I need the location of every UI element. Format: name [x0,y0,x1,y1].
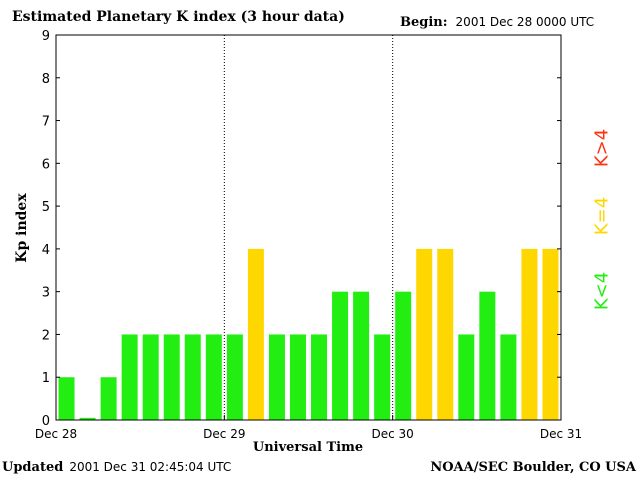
kp-bar [268,334,285,420]
kp-bar [332,291,349,420]
bars-layer [58,248,559,420]
kp-bar [121,334,138,420]
y-tick-label: 2 [42,328,50,343]
grid-layer [223,35,394,420]
y-tick-label: 3 [42,286,50,301]
kp-bar [521,248,538,420]
chart-title: Estimated Planetary K index (3 hour data… [12,9,345,25]
kp-bar [205,334,222,420]
begin-value: 2001 Dec 28 0000 UTC [455,15,595,29]
kp-bar [142,334,159,420]
legend-k-equal-4: K=4 [591,196,613,236]
kp-bar [395,291,412,420]
legend-k-greater-4: K>4 [591,128,613,168]
kp-bar [374,334,391,420]
plot-frame [55,34,562,421]
kp-bar [226,334,243,420]
kp-bar [247,248,264,420]
kp-bar [163,334,180,420]
kp-bar [58,377,75,420]
y-tick-label: 7 [42,115,50,130]
y-tick-label: 1 [42,371,50,386]
kp-bar [79,417,96,420]
axis-layer: 0 1 2 3 4 5 6 7 8 9 Dec 28 Dec 29 Dec 30 Dec 31 [35,29,582,441]
kp-bar [500,334,517,420]
kp-bar [479,291,496,420]
y-tick-label: 4 [42,243,50,258]
kp-bar [184,334,201,420]
kp-bar [100,377,117,420]
kp-bar [458,334,475,420]
kp-bar [353,291,370,420]
x-tick-label: Dec 31 [540,427,582,441]
x-tick-label: Dec 28 [35,427,77,441]
kp-bar [437,248,454,420]
y-tick-label: 0 [42,414,50,429]
y-tick-label: 8 [42,72,50,87]
kp-bar [311,334,328,420]
kp-bar [289,334,306,420]
kp-bar [542,248,559,420]
begin-info: Begin: 2001 Dec 28 0000 UTC [400,15,594,30]
source-label: NOAA/SEC Boulder, CO USA [430,460,636,475]
updated-value: 2001 Dec 31 02:45:04 UTC [69,460,232,474]
updated-info: Updated 2001 Dec 31 02:45:04 UTC [2,460,231,475]
y-axis-label: Kp index [14,193,30,263]
y-tick-label: 6 [42,157,50,172]
x-tick-label: Dec 29 [203,427,245,441]
legend-k-less-4: K<4 [591,271,613,311]
y-tick-label: 5 [42,200,50,215]
begin-label: Begin: [400,15,448,30]
y-tick-label: 9 [42,29,50,44]
x-tick-label: Dec 30 [372,427,414,441]
updated-label: Updated [2,460,64,475]
x-axis-label: Universal Time [252,440,364,455]
kp-bar [416,248,433,420]
